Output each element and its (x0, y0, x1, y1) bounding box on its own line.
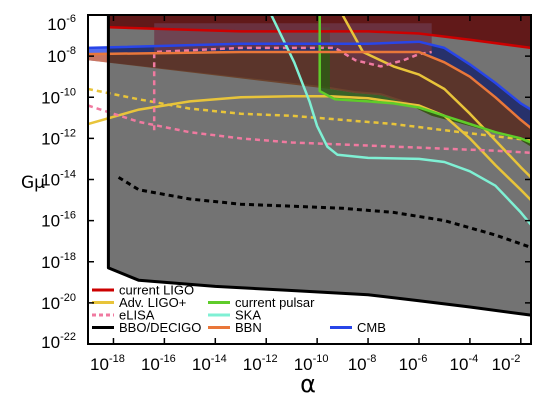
curve-bbo-decigo-11 (117, 176, 531, 249)
y-axis-title: Gμ (21, 173, 45, 193)
y-tick-label: 10-6 (47, 13, 76, 34)
x-tick-label: 10-8 (348, 353, 377, 374)
legend-label-bbo-decigo: BBO/DECIGO (119, 320, 201, 335)
y-tick-label: 10-14 (41, 169, 76, 190)
curve-elisa-5 (152, 46, 432, 131)
x-tick-label: 10-2 (492, 353, 521, 374)
curve-ska-6 (270, 15, 531, 226)
legend-label-current-pulsar: current pulsar (235, 295, 315, 310)
x-axis-title: α (300, 370, 316, 398)
constraint-regions (88, 15, 531, 316)
legend-label-cmb: CMB (357, 320, 386, 335)
x-tick-label: 10-16 (141, 353, 176, 374)
legend-item-elisa: eLISA (92, 308, 155, 323)
curve-current-ligo-0 (108, 26, 531, 50)
legend-item-current-pulsar: current pulsar (208, 295, 315, 310)
sensitivity-curves (88, 15, 531, 317)
x-tick-label: 10-6 (399, 353, 428, 374)
curve-bbn-8 (88, 50, 531, 130)
x-tick-label: 10-14 (192, 353, 227, 374)
legend-item-adv-ligo: Adv. LIGO+ (92, 295, 186, 310)
x-tick-label: 10-12 (243, 353, 278, 374)
legend-label-elisa: eLISA (119, 308, 155, 323)
y-tick-label: 10-22 (41, 331, 76, 352)
curve-current-pulsar-7 (318, 15, 531, 144)
x-tick-label: 10-4 (450, 353, 479, 374)
y-tick-label: 10-16 (41, 210, 76, 231)
x-tick-label: 10-18 (90, 353, 125, 374)
legend-item-bbn: BBN (208, 320, 262, 335)
curve-adv-ligo-2 (341, 15, 531, 179)
legend-label-bbn: BBN (235, 320, 262, 335)
region-bbo-decigo-5 (108, 15, 531, 316)
curve-cmb-9 (88, 40, 531, 111)
legend-label-ska: SKA (235, 308, 261, 323)
legend-item-current-ligo: current LIGO (92, 283, 194, 298)
legend-label-adv-ligo: Adv. LIGO+ (119, 295, 186, 310)
legend-label-current-ligo: current LIGO (119, 283, 194, 298)
legend-item-cmb: CMB (330, 320, 386, 335)
curve-adv-ligo-1 (88, 94, 531, 201)
y-tick-label: 10-8 (47, 45, 76, 66)
legend-item-ska: SKA (208, 308, 261, 323)
y-tick-label: 10-10 (41, 86, 76, 107)
legend-item-bbo-decigo: BBO/DECIGO (92, 320, 201, 335)
y-tick-label: 10-20 (41, 292, 76, 313)
curve-bbo-decigo-10 (106, 15, 531, 317)
y-tick-label: 10-12 (41, 127, 76, 148)
y-tick-label: 10-18 (41, 251, 76, 272)
